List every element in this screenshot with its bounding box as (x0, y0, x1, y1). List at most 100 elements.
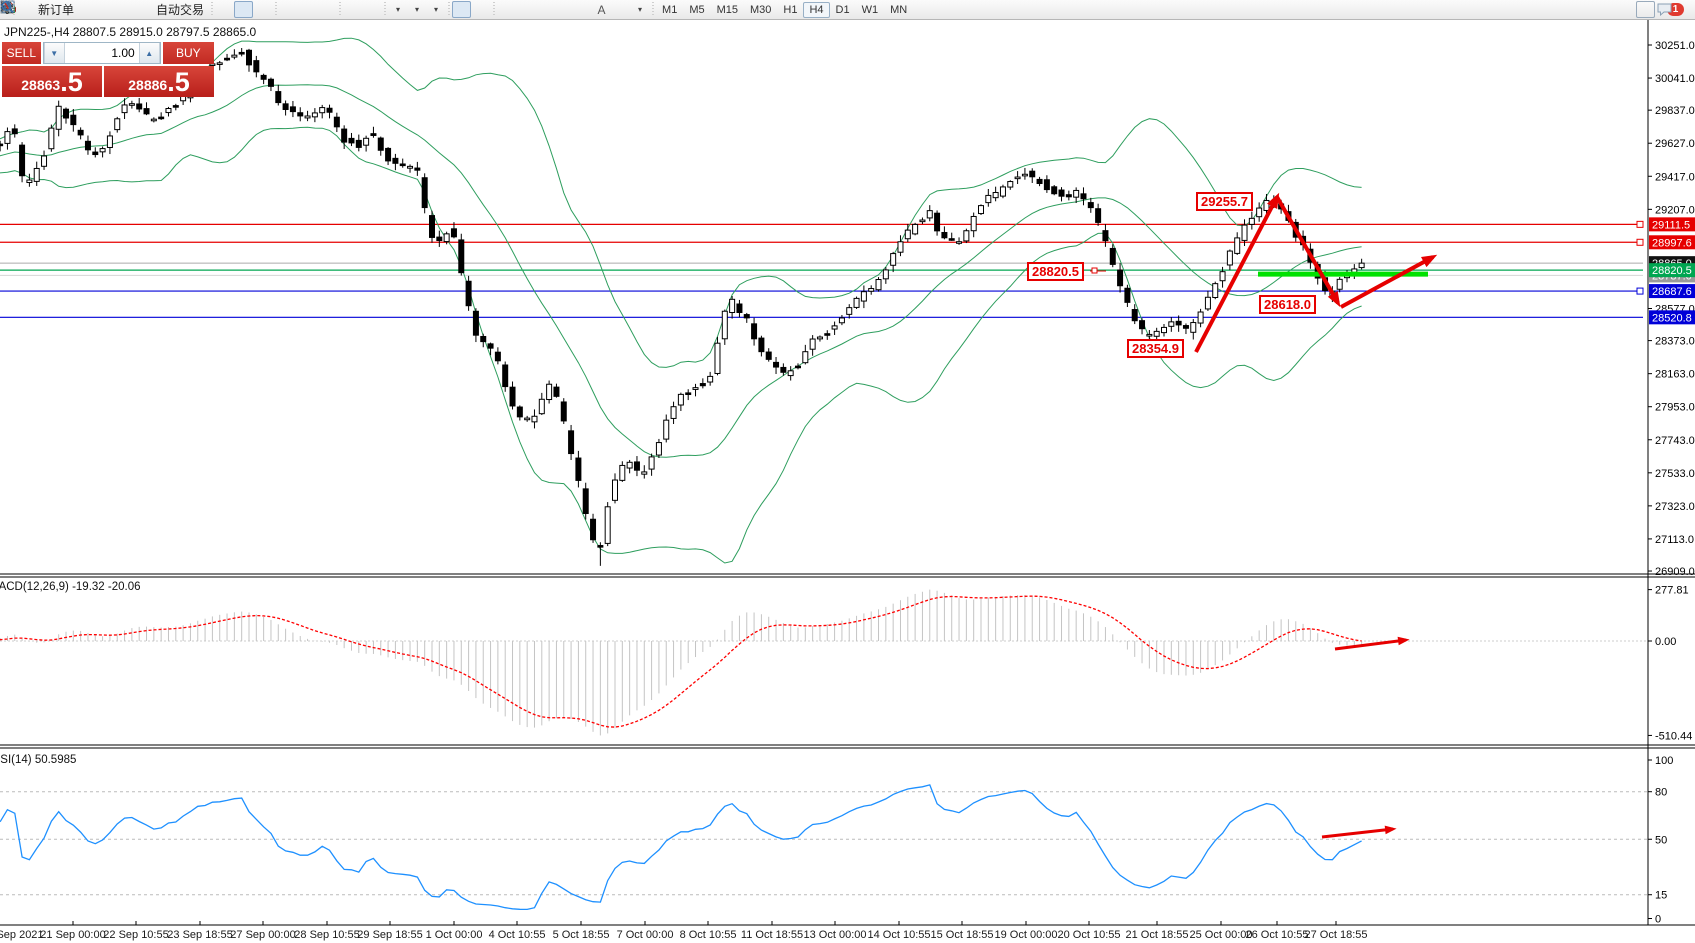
svg-text:28820.5: 28820.5 (1652, 265, 1692, 277)
new-chart-button[interactable]: ▾ (0, 0, 407, 18)
new-order-button[interactable] (0, 0, 36, 18)
time-axis-label: 29 Sep 18:55 (357, 929, 423, 941)
svg-text:30251.0: 30251.0 (1655, 40, 1695, 52)
buy-price[interactable]: 28886 .5 (104, 66, 214, 97)
svg-text:28163.0: 28163.0 (1655, 369, 1695, 381)
price-annotation-29255.7[interactable]: 29255.7 (1196, 192, 1253, 211)
svg-text:30041.0: 30041.0 (1655, 73, 1695, 85)
timeframe-m15[interactable]: M15 (716, 3, 738, 16)
chart-shift-icon[interactable] (1, 1, 381, 18)
timeframe-d1[interactable]: D1 (835, 3, 850, 16)
rsi-panel (0, 784, 1648, 911)
horizontal-line-tool[interactable] (1, 1, 535, 18)
candlestick-chart-icon[interactable] (1, 1, 254, 18)
svg-text:29837.0: 29837.0 (1655, 105, 1695, 117)
templates-button[interactable]: ▾ (0, 0, 445, 18)
notifications-icon[interactable]: 1 (1655, 1, 1689, 18)
chevron-down-icon: ▾ (415, 5, 420, 14)
svg-text:29417.0: 29417.0 (1655, 171, 1695, 183)
rsi-indicator-label: RSI(14) 50.5985 (0, 754, 77, 766)
time-axis-label: 25 Oct 00:00 (1189, 929, 1253, 941)
time-axis-label: 26 Oct 10:55 (1245, 929, 1309, 941)
svg-text:277.81: 277.81 (1655, 585, 1689, 597)
signals-icon[interactable] (1, 0, 135, 18)
candles (0, 47, 1365, 566)
svg-text:0.00: 0.00 (1655, 636, 1676, 648)
time-axis-label: 11 Oct 18:55 (740, 929, 804, 941)
auto-trading-label[interactable]: 自动交易 (156, 3, 205, 17)
timeframe-m5[interactable]: M5 (689, 3, 705, 16)
search-icon[interactable] (1, 1, 1655, 18)
price-annotation-28820.5[interactable]: 28820.5 (1027, 262, 1084, 281)
sell-price-main: 28863 (21, 77, 61, 93)
sell-price[interactable]: 28863 .5 (2, 66, 102, 97)
vertical-line-tool[interactable] (4, 1, 516, 18)
time-axis-label: 14 Oct 10:55 (867, 929, 931, 941)
time-axis-label: 20 Oct 10:55 (1057, 929, 1121, 941)
sell-button[interactable]: SELL (2, 42, 41, 64)
price-annotation-28618.0[interactable]: 28618.0 (1259, 295, 1316, 314)
svg-text:29207.0: 29207.0 (1655, 204, 1695, 216)
channel-tool[interactable]: E (0, 1, 573, 18)
timeframe-m30[interactable]: M30 (750, 3, 772, 16)
time-axis-label: 22 Sep 10:55 (103, 929, 169, 941)
bar-chart-icon[interactable] (1, 1, 234, 18)
community-icon[interactable] (0, 1, 116, 18)
horizontal-level-lines (0, 220, 1644, 318)
timeframe-group: M1 M5 M15 M30 H1 H4 D1 W1 MN (656, 1, 913, 18)
time-axis-label: 8 Oct 10:55 (679, 929, 737, 941)
svg-text:28997.6: 28997.6 (1652, 237, 1692, 249)
svg-text:29627.0: 29627.0 (1655, 138, 1695, 150)
timeframe-m1[interactable]: M1 (662, 3, 678, 16)
time-axis-label: 13 Oct 00:00 (803, 929, 867, 941)
macd-panel (0, 589, 1648, 736)
zoom-in-icon[interactable] (1, 1, 298, 18)
svg-text:100: 100 (1655, 755, 1673, 767)
macd-axis: 277.81 0.00 -510.44 (1648, 585, 1692, 742)
main-toolbar: 新订单 自动交易 (0, 0, 1695, 20)
line-chart-icon[interactable] (0, 1, 272, 18)
price-axis: 30251.0 30041.0 29837.0 29627.0 29417.0 29207… (1648, 40, 1695, 578)
svg-text:28687.6: 28687.6 (1652, 286, 1692, 298)
svg-text:27533.0: 27533.0 (1655, 468, 1695, 480)
market-watch-icon[interactable] (1, 1, 97, 18)
auto-scroll-icon[interactable] (1, 1, 362, 18)
volume-input[interactable] (64, 43, 139, 63)
cursor-tool[interactable] (1, 0, 472, 18)
timeframe-h1[interactable]: H1 (783, 3, 798, 16)
chevron-down-icon: ▾ (638, 5, 643, 14)
time-axis-label: 23 Sep 18:55 (167, 929, 233, 941)
text-label-tool[interactable]: T (0, 0, 630, 18)
timeframe-h4[interactable]: H4 (803, 1, 830, 18)
volume-decrease-button[interactable]: ▼ (43, 43, 65, 63)
fibonacci-tool[interactable]: F (2, 1, 592, 18)
svg-text:15: 15 (1655, 890, 1667, 902)
timeframe-mn[interactable]: MN (890, 3, 908, 16)
zoom-out-icon[interactable] (1, 1, 317, 18)
volume-increase-button[interactable]: ▲ (138, 43, 160, 63)
toolbar-grip (446, 2, 452, 17)
time-axis-label: 15 Oct 18:55 (930, 929, 994, 941)
tile-windows-icon[interactable] (0, 0, 336, 18)
svg-text:-510.44: -510.44 (1655, 730, 1692, 742)
crosshair-tool[interactable] (1, 1, 490, 18)
buy-price-main: 28886 (128, 77, 168, 93)
trendline-tool[interactable] (1, 1, 554, 18)
auto-trading-icon[interactable] (1, 1, 154, 18)
arrows-tool[interactable]: ▾ (2, 1, 649, 18)
svg-text:28373.0: 28373.0 (1655, 336, 1695, 348)
time-axis-label: 27 Oct 18:55 (1304, 929, 1368, 941)
timeframe-w1[interactable]: W1 (861, 3, 879, 16)
price-annotation-28354.9[interactable]: 28354.9 (1127, 339, 1184, 358)
buy-button[interactable]: BUY (162, 42, 214, 64)
svg-text:0: 0 (1655, 914, 1661, 926)
periods-button[interactable]: ▾ (0, 0, 426, 18)
chevron-down-icon: ▾ (434, 5, 439, 14)
chart-ohlc-title: JPN225-,H4 28807.5 28915.0 28797.5 28865… (4, 25, 257, 39)
svg-text:26909.0: 26909.0 (1655, 566, 1695, 578)
new-order-label[interactable]: 新订单 (38, 3, 75, 17)
time-axis-label: 5 Oct 18:55 (552, 929, 610, 941)
macd-indicator-label: MACD(12,26,9) -19.32 -20.06 (0, 581, 141, 593)
text-tool[interactable]: A (597, 2, 606, 17)
